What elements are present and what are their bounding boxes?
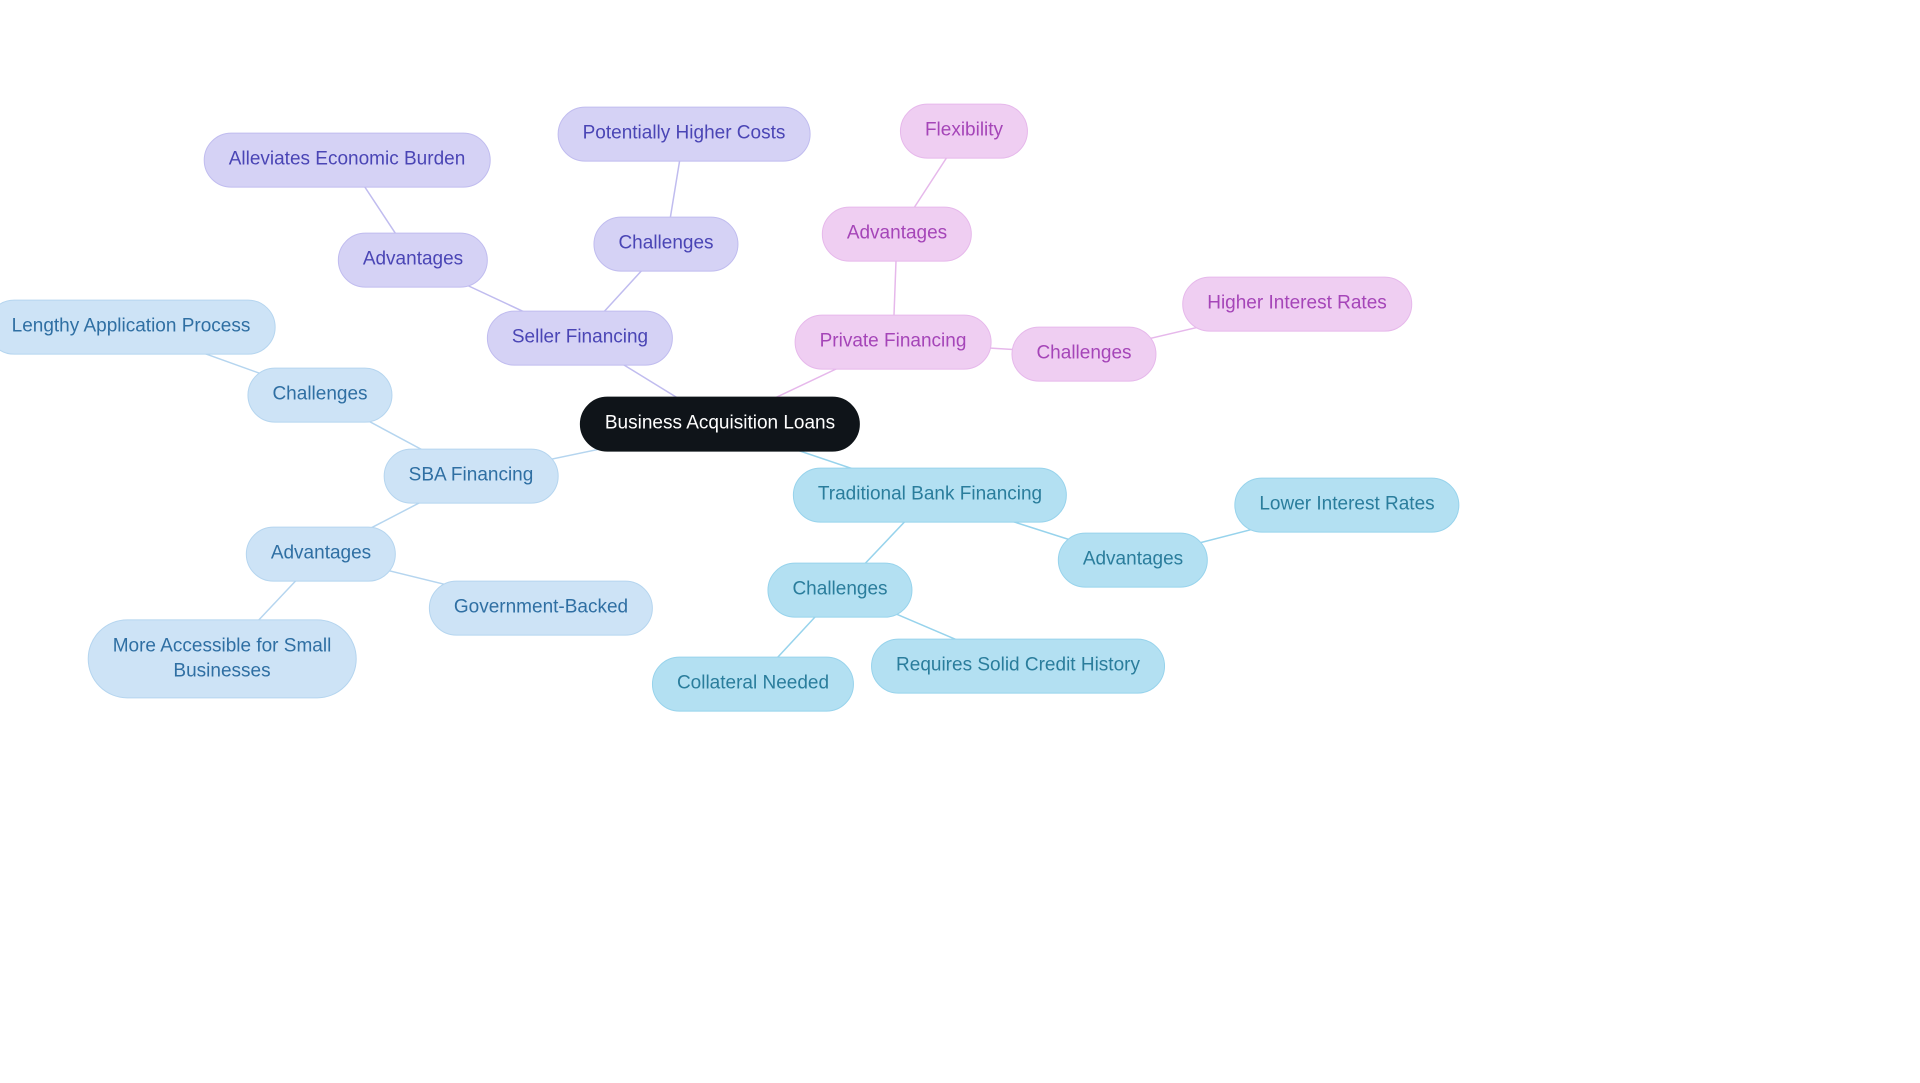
node-private-adv: Advantages <box>822 207 972 262</box>
node-private-flex: Flexibility <box>900 104 1028 159</box>
node-label: Lengthy Application Process <box>12 315 251 340</box>
node-seller-cost: Potentially Higher Costs <box>558 107 811 162</box>
node-seller-adv: Advantages <box>338 233 488 288</box>
node-label: Advantages <box>271 542 371 567</box>
node-label: Advantages <box>1083 548 1183 573</box>
node-label: More Accessible for Small Businesses <box>113 634 332 683</box>
node-label: Lower Interest Rates <box>1259 493 1434 518</box>
node-label: Business Acquisition Loans <box>605 412 835 437</box>
node-label: Challenges <box>618 232 713 257</box>
node-sba-chal: Challenges <box>247 368 392 423</box>
node-label: Potentially Higher Costs <box>583 122 786 147</box>
node-seller-chal: Challenges <box>593 217 738 272</box>
node-label: Advantages <box>363 248 463 273</box>
node-bank-credit: Requires Solid Credit History <box>871 639 1165 694</box>
node-sba-gov: Government-Backed <box>429 581 653 636</box>
node-label: Challenges <box>792 578 887 603</box>
mindmap-canvas: Business Acquisition Loans SBA Financing C… <box>0 0 1920 1083</box>
node-label: Collateral Needed <box>677 672 829 697</box>
node-label: Flexibility <box>925 119 1003 144</box>
node-bank-adv: Advantages <box>1058 533 1208 588</box>
node-seller: Seller Financing <box>487 311 673 366</box>
node-label: Government-Backed <box>454 596 628 621</box>
node-label: Traditional Bank Financing <box>818 483 1042 508</box>
node-sba-access: More Accessible for Small Businesses <box>88 619 357 698</box>
node-label: Higher Interest Rates <box>1207 292 1387 317</box>
node-label: Private Financing <box>820 330 967 355</box>
node-private: Private Financing <box>795 315 992 370</box>
node-bank-coll: Collateral Needed <box>652 657 854 712</box>
node-private-chal: Challenges <box>1011 327 1156 382</box>
node-sba-lengthy: Lengthy Application Process <box>0 300 275 355</box>
node-label: Alleviates Economic Burden <box>229 148 466 173</box>
node-sba-adv: Advantages <box>246 527 396 582</box>
node-label: Requires Solid Credit History <box>896 654 1140 679</box>
node-bank-rate: Lower Interest Rates <box>1234 478 1459 533</box>
node-sba: SBA Financing <box>384 449 559 504</box>
node-label: Challenges <box>272 383 367 408</box>
node-label: Challenges <box>1036 342 1131 367</box>
node-bank: Traditional Bank Financing <box>793 468 1067 523</box>
node-label: Advantages <box>847 222 947 247</box>
node-label: SBA Financing <box>409 464 534 489</box>
node-bank-chal: Challenges <box>767 563 912 618</box>
node-label: Seller Financing <box>512 326 648 351</box>
node-private-rate: Higher Interest Rates <box>1182 277 1412 332</box>
root-node: Business Acquisition Loans <box>580 397 860 452</box>
node-seller-alle: Alleviates Economic Burden <box>204 133 491 188</box>
